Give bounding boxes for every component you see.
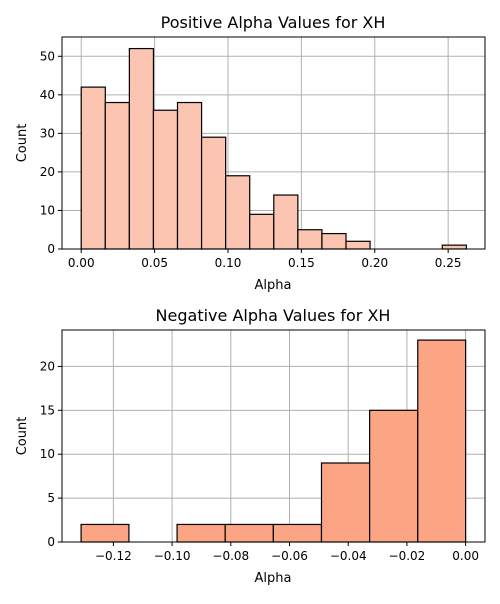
y-axis-label: Count [15, 417, 30, 456]
x-tick-label: 0.20 [361, 256, 388, 270]
chart-title: Negative Alpha Values for XH [156, 306, 391, 325]
y-tick-label: 20 [40, 165, 55, 179]
histogram-bar [417, 339, 467, 543]
histogram-bar [104, 101, 130, 250]
x-tick-label: 0.10 [215, 256, 242, 270]
histogram-bar [297, 229, 323, 250]
y-axis-label: Count [15, 124, 30, 163]
x-axis-label: Alpha [255, 278, 292, 293]
chart-title: Positive Alpha Values for XH [161, 13, 386, 32]
histogram-bar [176, 101, 203, 250]
plot-frame [61, 329, 486, 543]
x-tick-label: −0.02 [389, 549, 426, 563]
y-tick-label: 20 [40, 359, 55, 373]
y-tick-label: 5 [47, 491, 55, 505]
x-axis-ticks: −0.12 −0.10 −0.08 −0.06 −0.04 −0.02 0.00 [95, 542, 479, 563]
x-tick-label: 0.05 [141, 256, 168, 270]
x-axis-ticks: 0.00 0.05 0.10 0.15 0.20 0.25 [68, 249, 462, 270]
plot-frame [61, 36, 486, 250]
y-tick-label: 15 [40, 403, 55, 417]
histogram-bar [224, 523, 274, 543]
y-axis-ticks: 0 5 10 15 20 [40, 359, 62, 549]
y-tick-label: 10 [40, 203, 55, 217]
x-tick-label: −0.10 [154, 549, 191, 563]
histogram-bar [273, 194, 299, 250]
x-tick-label: 0.15 [288, 256, 315, 270]
histogram-bar [80, 523, 130, 543]
y-tick-label: 40 [40, 88, 55, 102]
y-tick-label: 10 [40, 447, 55, 461]
negative-alpha-panel: Negative Alpha Values for XH −0.12 −0.10−… [15, 306, 486, 586]
histogram-bar [345, 240, 371, 250]
histogram-bar [128, 47, 155, 250]
histogram-bar [320, 462, 371, 543]
histogram-bar [369, 409, 419, 543]
y-tick-label: 50 [40, 49, 55, 63]
histogram-bar [225, 175, 251, 250]
x-tick-label: −0.08 [212, 549, 249, 563]
y-tick-label: 0 [47, 535, 55, 549]
positive-alpha-panel: Positive Alpha Values for XH 0.00 0.05 0.1… [15, 13, 486, 293]
x-tick-label: 0.00 [452, 549, 479, 563]
histogram-bar [176, 523, 226, 543]
x-tick-label: −0.04 [330, 549, 367, 563]
histogram-bar [321, 232, 347, 250]
histogram-bar [272, 523, 323, 543]
x-tick-label: −0.06 [271, 549, 308, 563]
histogram-bar [80, 86, 106, 250]
histogram-bar [441, 244, 467, 250]
histogram-bar [200, 136, 227, 250]
histogram-bars [80, 47, 467, 250]
x-axis-label: Alpha [255, 571, 292, 586]
histogram-bar [249, 213, 275, 250]
y-axis-ticks: 0 10 20 30 40 50 [40, 49, 62, 256]
x-tick-label: 0.00 [68, 256, 95, 270]
x-tick-label: 0.25 [435, 256, 462, 270]
y-tick-label: 0 [47, 242, 55, 256]
histogram-bars [80, 339, 467, 543]
histogram-bar [152, 109, 179, 250]
y-tick-label: 30 [40, 126, 55, 140]
x-tick-label: −0.12 [95, 549, 132, 563]
